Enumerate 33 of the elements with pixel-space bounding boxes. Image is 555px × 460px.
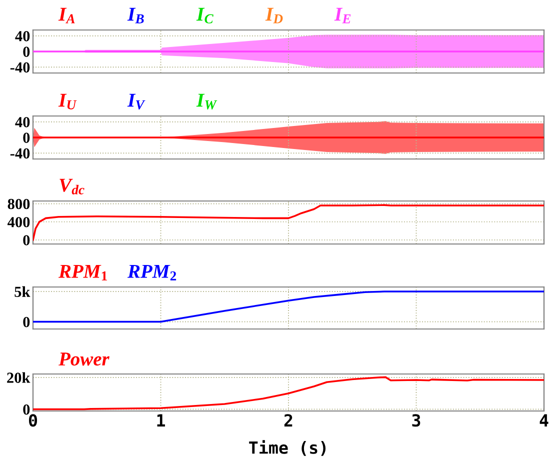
y-tick-label: 40 [15,31,30,42]
text: Power [58,352,110,366]
y-tick-label: 20k [7,372,30,383]
y-tick-label: 0 [23,235,30,246]
y-tick-label: 40 [15,117,30,128]
y-tick-label: 0 [23,132,30,143]
x-tick-label: 3 [412,414,420,427]
series-label: V$_{dc}$ [60,178,84,194]
y-tick-label: 400 [8,216,30,228]
legend-label: I$_{C}$ [196,8,214,24]
legend-label: I$_{V}$ [127,94,146,110]
line-series [33,290,544,323]
legend-label: I$_{D}$ [265,8,283,24]
line-series [33,376,544,410]
y-tick-label: 5k [14,286,30,297]
line-series [33,204,544,241]
x-tick-label: 4 [540,414,548,426]
y-tick-label: -40 [10,148,30,159]
y-tick-label: 0 [23,46,30,57]
y-tick-label: -40 [10,62,30,73]
series-label: I$_{U}$ [58,94,77,110]
series-label: RPM$_{2}$ [128,264,176,280]
y-tick-label: 0 [23,316,30,328]
x-axis-title: Time (s) [249,440,326,456]
legend-label: I$_{B}$ [127,8,144,24]
x-tick-label: 2 [284,414,292,426]
x-tick-label: 1 [157,414,165,426]
series-label: I$_{E}$ [334,8,351,24]
legend-label: I$_{A}$ [58,8,75,24]
y-tick-label: 0 [23,404,30,415]
legend-label: I$_{W}$ [196,94,218,110]
y-tick-label: 800 [8,198,30,210]
legend-label: RPM$_{1}$ [58,264,107,280]
